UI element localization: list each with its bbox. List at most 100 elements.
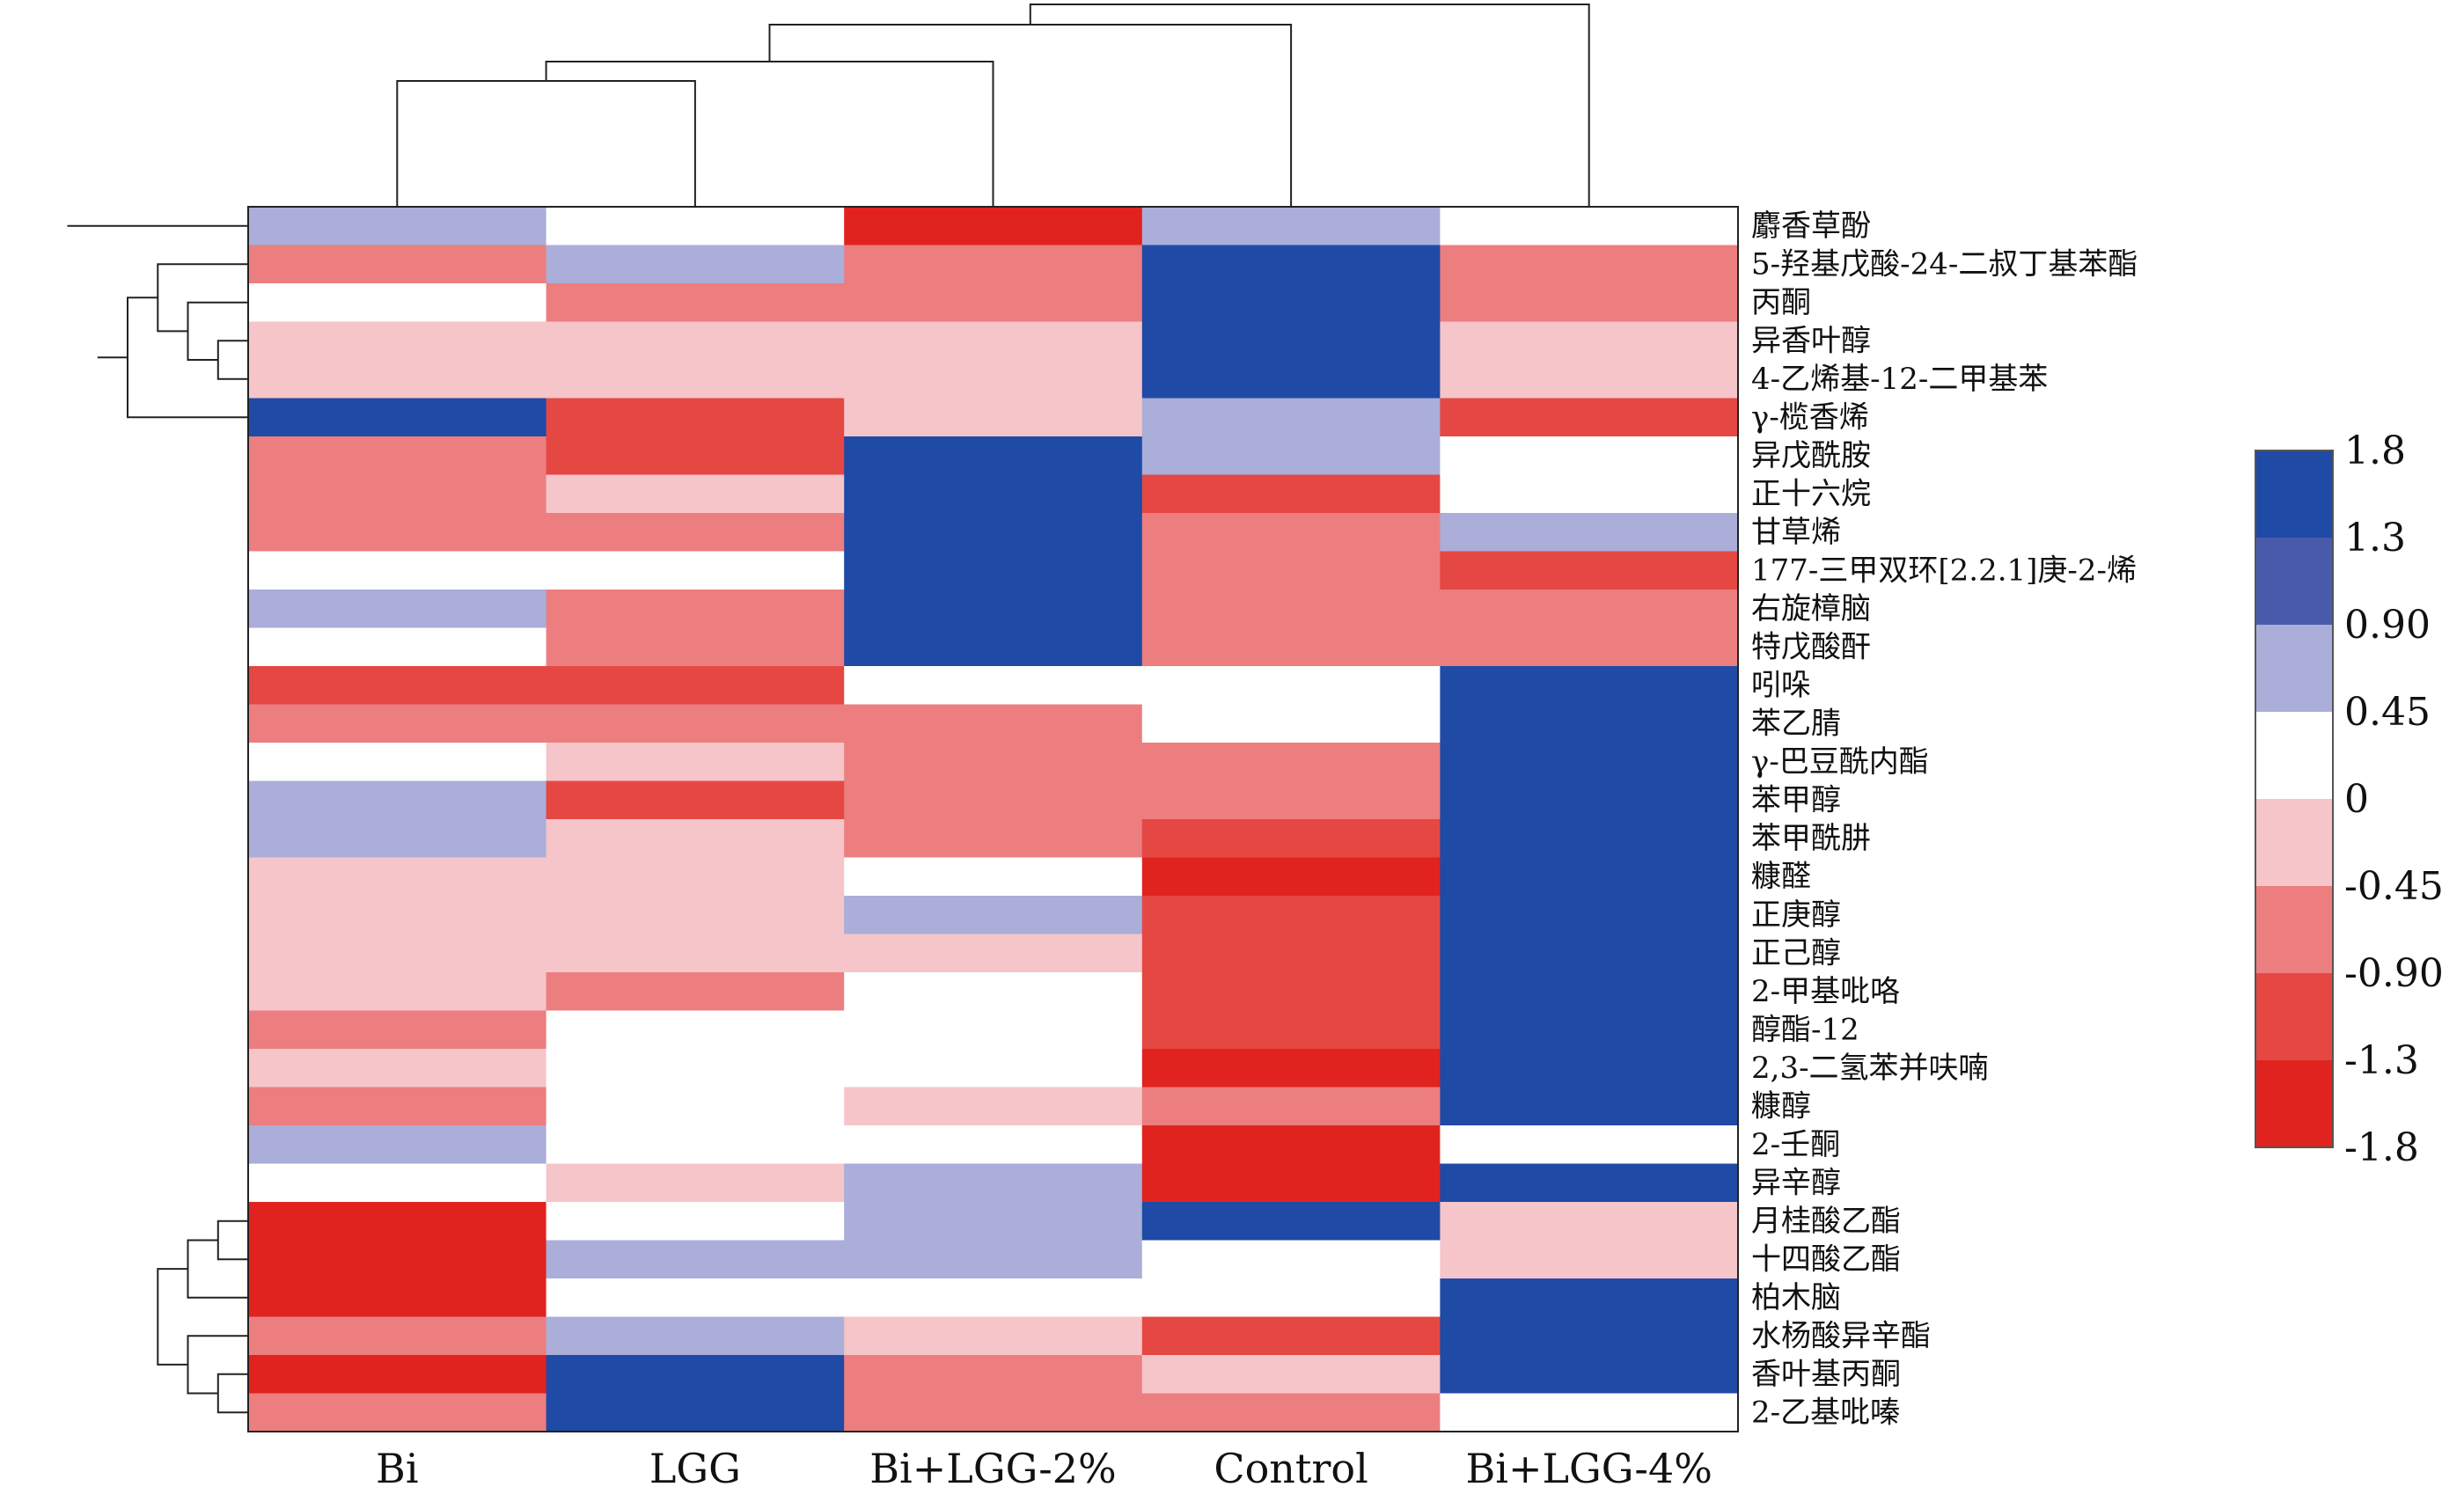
row-label: 柏木脑 <box>1751 1280 1841 1315</box>
heatmap-cell <box>1141 934 1441 973</box>
heatmap-cell <box>1440 513 1739 553</box>
heatmap-cell <box>248 1010 547 1050</box>
row-label: 醇酯-12 <box>1751 1012 1859 1047</box>
heatmap-cell <box>1440 398 1739 437</box>
heatmap-cell <box>1440 780 1739 820</box>
heatmap-cell <box>844 245 1143 284</box>
heatmap-cell <box>844 627 1143 667</box>
heatmap-cell <box>248 743 547 782</box>
column-label: Bi+LGG-2% <box>869 1445 1116 1487</box>
column-label: LGG <box>649 1445 741 1487</box>
row-label: 异香叶醇 <box>1751 323 1871 358</box>
heatmap-cell <box>1141 207 1441 246</box>
dendrogram-link <box>157 1268 188 1366</box>
heatmap-cell <box>248 245 547 284</box>
heatmap-cell <box>844 934 1143 973</box>
row-dendrogram <box>68 226 248 1414</box>
colorbar-bin <box>2255 886 2333 974</box>
heatmap-cell <box>1440 1010 1739 1050</box>
row-label: 2-壬酮 <box>1751 1127 1840 1162</box>
heatmap-cell <box>1141 1240 1441 1279</box>
colorbar-bin <box>2255 1060 2333 1148</box>
heatmap-cell <box>546 627 845 667</box>
heatmap-cell <box>248 360 547 399</box>
row-label: 正十六烷 <box>1751 476 1871 511</box>
heatmap-cell <box>1141 436 1441 476</box>
heatmap-cell <box>248 321 547 361</box>
row-label: 苯甲酰肼 <box>1751 821 1871 856</box>
heatmap-cell <box>248 513 547 553</box>
heatmap-cell <box>1440 436 1739 476</box>
heatmap-cell <box>844 474 1143 514</box>
colorbar-tick-label: -1.3 <box>2344 1038 2419 1083</box>
dendrogram-link <box>216 1220 248 1261</box>
row-label: 正庚醇 <box>1751 897 1841 933</box>
heatmap-cell <box>546 398 845 437</box>
heatmap-cell <box>248 934 547 973</box>
heatmap-cell <box>1141 474 1441 514</box>
row-label: 麝香草酚 <box>1751 209 1871 244</box>
heatmap-frame <box>247 206 1739 1432</box>
heatmap-cell <box>1141 513 1441 553</box>
heatmap-cell <box>844 819 1143 859</box>
row-label: 2-乙基吡嗪 <box>1751 1395 1900 1430</box>
heatmap-cell <box>546 360 845 399</box>
heatmap-cell <box>1141 1316 1441 1356</box>
dendrogram-link <box>216 340 248 380</box>
column-label: Bi <box>376 1445 419 1487</box>
row-label: 正己醇 <box>1751 935 1841 971</box>
row-label: 月桂酸乙酯 <box>1751 1204 1901 1239</box>
heatmap-cell <box>248 551 547 590</box>
row-label: 糠醛 <box>1751 859 1811 894</box>
heatmap-cell <box>1440 627 1739 667</box>
heatmap-cell <box>1141 627 1441 667</box>
row-label: 香叶基丙酮 <box>1751 1357 1901 1392</box>
heatmap-cell <box>248 627 547 667</box>
dendrogram-link <box>216 1373 248 1414</box>
colorbar-bin <box>2255 538 2333 626</box>
row-label: 甘草烯 <box>1751 515 1841 550</box>
heatmap-cell <box>844 1202 1143 1242</box>
heatmap-cell <box>1440 1316 1739 1356</box>
colorbar-bin <box>2255 625 2333 713</box>
heatmap-cell <box>546 972 845 1012</box>
heatmap-cell <box>248 704 547 744</box>
heatmap-cell <box>1440 1163 1739 1203</box>
row-label: 吲哚 <box>1751 668 1811 703</box>
heatmap-cell <box>546 551 845 590</box>
heatmap-cell <box>1440 1355 1739 1395</box>
row-label: 177-三甲双环[2.2.1]庚-2-烯 <box>1751 553 2137 588</box>
colorbar-bin <box>2255 799 2333 887</box>
heatmap-cell <box>844 972 1143 1012</box>
heatmap-cell <box>546 513 845 553</box>
heatmap-cell <box>546 436 845 476</box>
heatmap-cell <box>546 1202 845 1242</box>
heatmap-cell <box>1440 360 1739 399</box>
heatmap-cell <box>546 1125 845 1165</box>
heatmap-cell <box>1141 321 1441 361</box>
heatmap-cell <box>1440 207 1739 246</box>
colorbar-bin <box>2255 973 2333 1061</box>
row-label: 2-甲基吡咯 <box>1751 974 1900 1009</box>
heatmap-cell <box>1141 245 1441 284</box>
heatmap-cell <box>1440 1278 1739 1318</box>
heatmap-cell <box>844 1087 1143 1126</box>
heatmap-cell <box>1440 321 1739 361</box>
heatmap-cell <box>546 1316 845 1356</box>
heatmap-cell <box>844 398 1143 437</box>
row-label: 苯甲醇 <box>1751 782 1841 817</box>
heatmap-cell <box>1440 474 1739 514</box>
dendrogram-link <box>396 80 696 207</box>
heatmap-cell <box>546 1393 845 1432</box>
heatmap-cell <box>1141 1202 1441 1242</box>
row-label: 5-羟基戊酸-24-二叔丁基苯酯 <box>1751 246 2138 282</box>
heatmap-cell <box>1141 1087 1441 1126</box>
heatmap-cell <box>248 1125 547 1165</box>
heatmap-cell <box>844 513 1143 553</box>
heatmap-cell <box>1141 1393 1441 1432</box>
row-label: 异辛醇 <box>1751 1165 1841 1200</box>
heatmap-cell <box>1141 551 1441 590</box>
heatmap-cell <box>844 1240 1143 1279</box>
heatmap-cell <box>844 1049 1143 1088</box>
